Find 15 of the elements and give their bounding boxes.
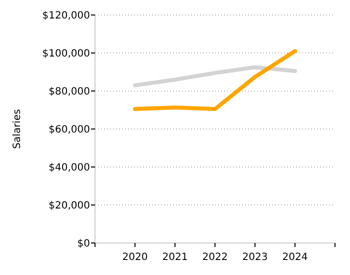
x-tick-label: 2023 [242, 252, 268, 263]
y-tick-label: $80,000 [48, 86, 90, 98]
y-tick-label: $60,000 [48, 124, 90, 136]
x-tick-label: 2024 [282, 252, 308, 263]
x-tick-label: 2020 [122, 252, 148, 263]
line-series [133, 65, 297, 88]
x-tick-label: 2022 [202, 252, 228, 263]
y-tick-label: $120,000 [42, 10, 90, 22]
line-series [133, 49, 297, 112]
y-tick-label: $20,000 [48, 200, 90, 212]
y-tick-label: $40,000 [48, 162, 90, 174]
y-tick-label: $100,000 [42, 48, 90, 60]
y-tick-label: $0 [77, 238, 90, 250]
x-tick-label: 2021 [162, 252, 188, 263]
y-axis-title: Salaries [12, 109, 23, 149]
